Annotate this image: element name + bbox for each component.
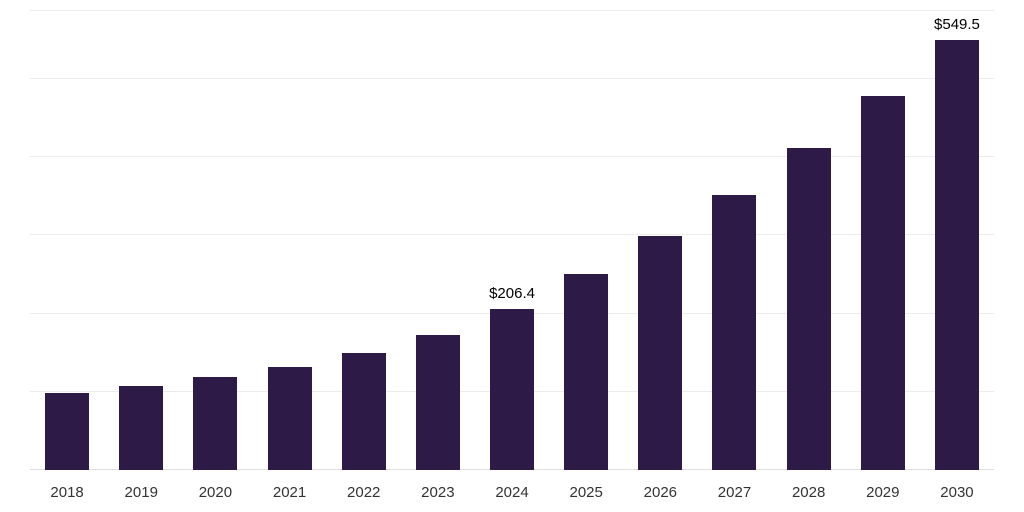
bar-slot-2020 [178, 10, 252, 470]
bar-slot-2028 [772, 10, 846, 470]
bar-2024 [490, 308, 535, 470]
gridline-400 [30, 156, 994, 158]
bar-2029 [860, 96, 905, 470]
bar-slot-2023 [401, 10, 475, 470]
bar-2022 [341, 352, 386, 470]
bar-2018 [45, 393, 90, 470]
x-tick-2028: 2028 [791, 484, 826, 501]
bar-value-label-2024: $206.4 [489, 284, 535, 302]
x-tick-2022: 2022 [347, 484, 381, 501]
x-axis: 2018 2019 2020 2021 2022 2023 2024 2025 2026 2027… [30, 482, 994, 504]
x-tick-2021: 2021 [272, 484, 307, 501]
plot-area: $206.4 $549.5 [30, 10, 994, 470]
x-tick-2023: 2023 [421, 484, 455, 501]
x-tick-2030: 2030 [940, 484, 974, 501]
bar-slot-2029 [846, 10, 920, 470]
bar-slot-2019 [104, 10, 178, 470]
bar-2025 [564, 274, 609, 470]
bar-slot-2022 [327, 10, 401, 470]
bar-2027 [712, 194, 757, 470]
x-tick-2019: 2019 [124, 484, 158, 501]
bar-slot-2026 [623, 10, 697, 470]
x-tick-2024: 2024 [495, 484, 529, 501]
bar-2021 [267, 366, 312, 470]
bar-slot-2024: $206.4 [475, 10, 549, 470]
bar-slot-2030: $549.5 [920, 10, 994, 470]
bar-slot-2025 [549, 10, 623, 470]
gridline-500 [30, 77, 994, 79]
bar-slot-2018 [30, 10, 104, 470]
x-tick-2026: 2026 [643, 484, 678, 501]
bar-2019 [119, 385, 164, 470]
x-tick-2018: 2018 [50, 484, 84, 501]
bar-2023 [415, 335, 460, 470]
bar-2030 [934, 40, 979, 470]
gridline-300 [30, 234, 994, 236]
bars-group: $206.4 $549.5 [30, 10, 994, 470]
bar-value-label-2030: $549.5 [934, 16, 980, 34]
x-tick-2029: 2029 [866, 484, 900, 501]
x-tick-2025: 2025 [569, 484, 603, 501]
bar-2026 [638, 236, 683, 470]
bar-slot-2021 [252, 10, 326, 470]
x-tick-2020: 2020 [198, 484, 233, 501]
bar-2020 [193, 376, 238, 470]
plot-top-border [30, 10, 994, 11]
x-tick-2027: 2027 [717, 484, 752, 501]
bar-2028 [786, 147, 831, 470]
bar-slot-2027 [697, 10, 771, 470]
